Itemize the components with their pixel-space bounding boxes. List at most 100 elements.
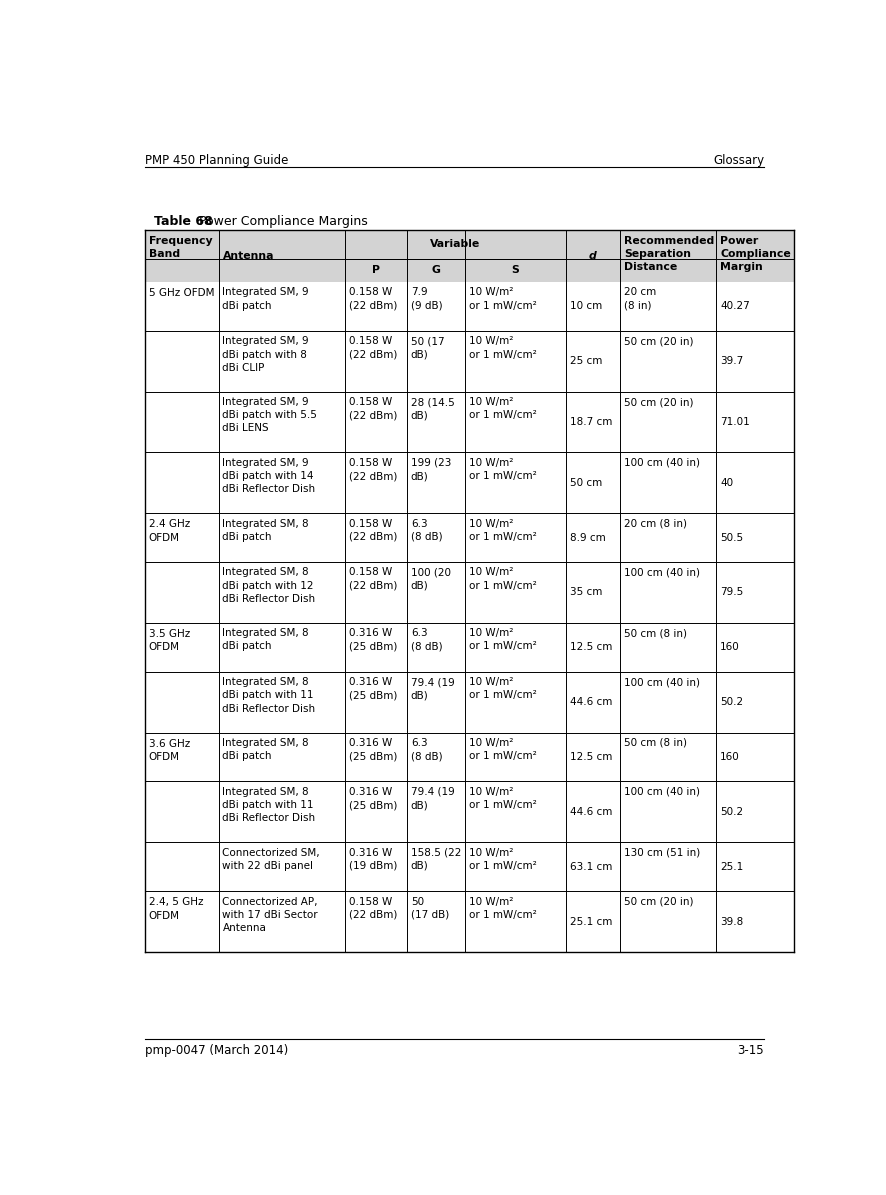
Text: 18.7 cm: 18.7 cm — [569, 417, 611, 427]
Text: Power
Compliance
Margin: Power Compliance Margin — [719, 235, 790, 272]
Text: 6.3
(8 dB): 6.3 (8 dB) — [410, 629, 442, 651]
Bar — [144, 623, 794, 672]
Text: 3-15: 3-15 — [737, 1044, 764, 1056]
Text: pmp-0047 (March 2014): pmp-0047 (March 2014) — [144, 1044, 288, 1056]
Text: 50 cm (8 in): 50 cm (8 in) — [623, 739, 686, 748]
Bar — [144, 782, 794, 842]
Text: Glossary: Glossary — [712, 154, 764, 167]
Text: 10 W/m²
or 1 mW/cm²: 10 W/m² or 1 mW/cm² — [469, 896, 536, 920]
Text: 2.4 GHz
OFDM: 2.4 GHz OFDM — [149, 520, 190, 543]
Text: Integrated SM, 8
dBi patch: Integrated SM, 8 dBi patch — [222, 519, 308, 541]
Text: 79.4 (19
dB): 79.4 (19 dB) — [410, 678, 454, 700]
Text: 39.7: 39.7 — [719, 356, 742, 367]
Text: 0.158 W
(22 dBm): 0.158 W (22 dBm) — [348, 336, 397, 360]
Text: 160: 160 — [719, 643, 739, 652]
Bar — [144, 891, 794, 952]
Text: Table 68: Table 68 — [154, 215, 213, 228]
Text: 12.5 cm: 12.5 cm — [569, 643, 611, 652]
Text: 10 W/m²
or 1 mW/cm²: 10 W/m² or 1 mW/cm² — [469, 739, 536, 761]
Text: 25 cm: 25 cm — [569, 356, 602, 367]
Text: 50 cm (20 in): 50 cm (20 in) — [623, 397, 693, 407]
Bar — [144, 453, 794, 513]
Text: 10 W/m²
or 1 mW/cm²: 10 W/m² or 1 mW/cm² — [469, 458, 536, 482]
Text: 6.3
(8 dB): 6.3 (8 dB) — [410, 519, 442, 541]
Text: PMP 450 Planning Guide: PMP 450 Planning Guide — [144, 154, 288, 167]
Text: 44.6 cm: 44.6 cm — [569, 807, 611, 817]
Text: Integrated SM, 8
dBi patch: Integrated SM, 8 dBi patch — [222, 629, 308, 651]
Text: 39.8: 39.8 — [719, 917, 742, 926]
Text: 10 W/m²
or 1 mW/cm²: 10 W/m² or 1 mW/cm² — [469, 519, 536, 541]
Text: 0.158 W
(22 dBm): 0.158 W (22 dBm) — [348, 896, 397, 920]
Bar — [144, 562, 794, 623]
Text: 50 cm: 50 cm — [569, 478, 602, 488]
Text: Integrated SM, 9
dBi patch with 14
dBi Reflector Dish: Integrated SM, 9 dBi patch with 14 dBi R… — [222, 458, 315, 495]
Bar — [144, 842, 794, 891]
Text: Frequency
Band: Frequency Band — [149, 235, 213, 259]
Text: 0.158 W
(22 dBm): 0.158 W (22 dBm) — [348, 568, 397, 590]
Text: Connectorized AP,
with 17 dBi Sector
Antenna: Connectorized AP, with 17 dBi Sector Ant… — [222, 896, 318, 933]
Bar — [144, 733, 794, 782]
Bar — [144, 513, 794, 562]
Text: 50.5: 50.5 — [719, 533, 742, 543]
Text: Integrated SM, 9
dBi patch: Integrated SM, 9 dBi patch — [222, 287, 308, 311]
Text: 0.316 W
(25 dBm): 0.316 W (25 dBm) — [348, 629, 397, 651]
Text: 10 W/m²
or 1 mW/cm²: 10 W/m² or 1 mW/cm² — [469, 629, 536, 651]
Text: 100 cm (40 in): 100 cm (40 in) — [623, 678, 699, 687]
Text: 10 W/m²
or 1 mW/cm²: 10 W/m² or 1 mW/cm² — [469, 786, 536, 810]
Text: 10 W/m²
or 1 mW/cm²: 10 W/m² or 1 mW/cm² — [469, 847, 536, 871]
Text: G: G — [431, 265, 440, 276]
Text: 50
(17 dB): 50 (17 dB) — [410, 896, 448, 920]
Text: 12.5 cm: 12.5 cm — [569, 752, 611, 762]
Text: 25.1: 25.1 — [719, 862, 742, 871]
Text: 50 cm (8 in): 50 cm (8 in) — [623, 629, 686, 638]
Text: 130 cm (51 in): 130 cm (51 in) — [623, 847, 699, 858]
Text: 0.316 W
(25 dBm): 0.316 W (25 dBm) — [348, 786, 397, 810]
Text: Integrated SM, 9
dBi patch with 8
dBi CLIP: Integrated SM, 9 dBi patch with 8 dBi CL… — [222, 336, 308, 373]
Text: Integrated SM, 8
dBi patch with 11
dBi Reflector Dish: Integrated SM, 8 dBi patch with 11 dBi R… — [222, 786, 315, 823]
Text: 50.2: 50.2 — [719, 807, 742, 817]
Text: 40: 40 — [719, 478, 733, 488]
Text: Integrated SM, 9
dBi patch with 5.5
dBi LENS: Integrated SM, 9 dBi patch with 5.5 dBi … — [222, 397, 317, 434]
Text: 44.6 cm: 44.6 cm — [569, 697, 611, 707]
Text: Antenna: Antenna — [222, 251, 274, 261]
Text: 50 cm (20 in): 50 cm (20 in) — [623, 336, 693, 347]
Text: d: d — [588, 251, 596, 261]
Text: 0.316 W
(19 dBm): 0.316 W (19 dBm) — [348, 847, 397, 871]
Text: 3.5 GHz
OFDM: 3.5 GHz OFDM — [149, 629, 190, 652]
Bar — [144, 672, 794, 733]
Text: 160: 160 — [719, 752, 739, 762]
Text: 25.1 cm: 25.1 cm — [569, 917, 611, 926]
Text: 199 (23
dB): 199 (23 dB) — [410, 458, 451, 482]
Text: P: P — [371, 265, 379, 276]
Text: 10 W/m²
or 1 mW/cm²: 10 W/m² or 1 mW/cm² — [469, 678, 536, 700]
Text: Integrated SM, 8
dBi patch: Integrated SM, 8 dBi patch — [222, 739, 308, 761]
Text: 79.5: 79.5 — [719, 588, 742, 598]
Text: 0.316 W
(25 dBm): 0.316 W (25 dBm) — [348, 739, 397, 761]
Text: Power Compliance Margins: Power Compliance Margins — [195, 215, 368, 228]
Text: Integrated SM, 8
dBi patch with 12
dBi Reflector Dish: Integrated SM, 8 dBi patch with 12 dBi R… — [222, 568, 315, 603]
Text: 6.3
(8 dB): 6.3 (8 dB) — [410, 739, 442, 761]
Text: Integrated SM, 8
dBi patch with 11
dBi Reflector Dish: Integrated SM, 8 dBi patch with 11 dBi R… — [222, 678, 315, 713]
Text: 63.1 cm: 63.1 cm — [569, 862, 611, 871]
Bar — [144, 392, 794, 453]
Text: 35 cm: 35 cm — [569, 588, 602, 598]
Text: 0.158 W
(22 dBm): 0.158 W (22 dBm) — [348, 519, 397, 541]
Text: 20 cm
(8 in): 20 cm (8 in) — [623, 287, 656, 311]
Text: 158.5 (22
dB): 158.5 (22 dB) — [410, 847, 461, 871]
Bar — [144, 282, 794, 331]
Text: 79.4 (19
dB): 79.4 (19 dB) — [410, 786, 454, 810]
Text: 71.01: 71.01 — [719, 417, 749, 427]
Text: 0.158 W
(22 dBm): 0.158 W (22 dBm) — [348, 397, 397, 421]
Text: 10 W/m²
or 1 mW/cm²: 10 W/m² or 1 mW/cm² — [469, 397, 536, 421]
Text: 10 cm: 10 cm — [569, 301, 602, 312]
Bar — [144, 229, 794, 282]
Text: 28 (14.5
dB): 28 (14.5 dB) — [410, 397, 454, 421]
Text: 5 GHz OFDM: 5 GHz OFDM — [149, 288, 214, 299]
Text: Recommended
Separation
Distance: Recommended Separation Distance — [623, 235, 713, 272]
Text: 100 cm (40 in): 100 cm (40 in) — [623, 568, 699, 577]
Text: 0.158 W
(22 dBm): 0.158 W (22 dBm) — [348, 458, 397, 482]
Text: S: S — [511, 265, 518, 276]
Text: 50 (17
dB): 50 (17 dB) — [410, 336, 444, 360]
Text: 40.27: 40.27 — [719, 301, 749, 312]
Text: 0.316 W
(25 dBm): 0.316 W (25 dBm) — [348, 678, 397, 700]
